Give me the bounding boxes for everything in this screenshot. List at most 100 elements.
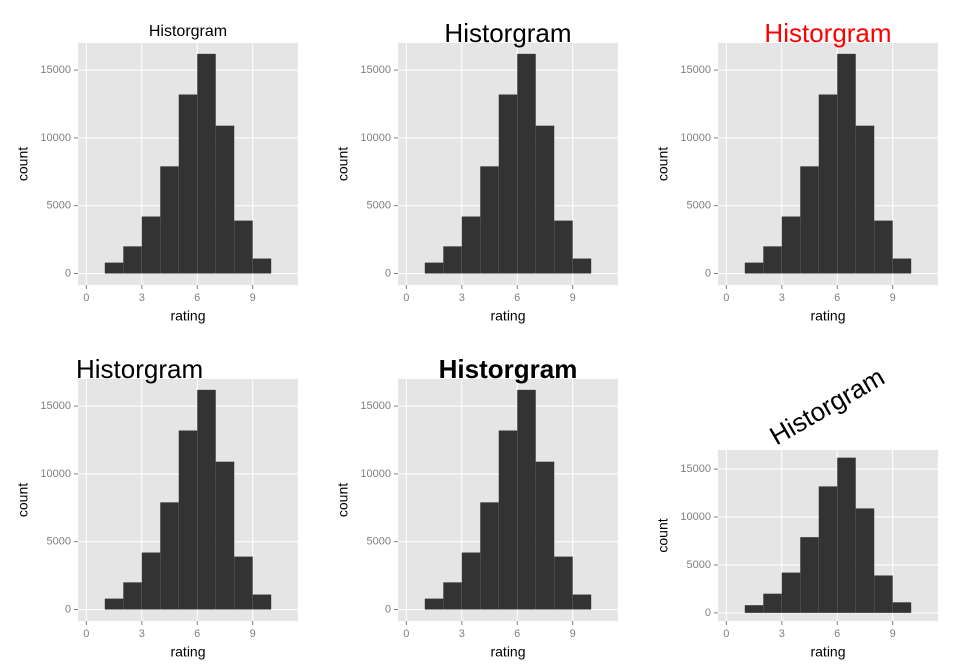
x-tick-label: 3 [779, 628, 785, 640]
y-axis-label: count [335, 147, 351, 181]
bar [104, 598, 124, 610]
y-axis-label: count [15, 483, 31, 517]
panel: 0 3 6 9 0 5000 10000 15000 rating count Historgram [335, 354, 618, 660]
bar [197, 389, 216, 610]
y-tick-label: 10000 [40, 132, 71, 144]
bar [252, 258, 272, 274]
panel: 0 3 6 9 0 5000 10000 15000 rating count Historgram [335, 18, 618, 324]
x-tick-label: 0 [403, 628, 409, 640]
y-tick-label: 5000 [367, 536, 391, 548]
bar [498, 430, 518, 610]
y-tick-label: 10000 [360, 132, 391, 144]
bar [572, 594, 592, 610]
bar [837, 53, 856, 274]
bar [818, 486, 838, 613]
x-tick-label: 3 [459, 292, 465, 304]
x-tick-label: 3 [779, 292, 785, 304]
bar [535, 461, 555, 610]
bar [781, 572, 801, 613]
x-tick-label: 9 [890, 292, 896, 304]
bar [461, 552, 481, 610]
y-tick-label: 10000 [680, 132, 711, 144]
bar [123, 246, 142, 274]
x-tick-label: 0 [723, 292, 729, 304]
bar [892, 602, 912, 613]
bar [443, 246, 462, 274]
x-tick-label: 0 [723, 628, 729, 640]
bar [781, 216, 801, 274]
bar [234, 556, 253, 610]
panel: 0 3 6 9 0 5000 10000 15000 rating count Historgram [15, 354, 298, 660]
bar [480, 502, 499, 610]
y-tick-label: 15000 [40, 64, 71, 76]
bar [874, 575, 893, 613]
chart-title: Historgram [76, 354, 203, 384]
x-tick-label: 6 [834, 292, 840, 304]
x-tick-label: 0 [403, 292, 409, 304]
y-tick-label: 0 [65, 603, 71, 615]
bar [874, 220, 893, 274]
x-axis-label: rating [490, 308, 525, 324]
bar [763, 246, 782, 274]
bar [141, 216, 161, 274]
x-tick-label: 6 [194, 292, 200, 304]
bar [892, 258, 912, 274]
y-axis-label: count [655, 518, 671, 552]
y-tick-label: 0 [705, 607, 711, 619]
bar [744, 262, 764, 274]
x-tick-label: 9 [570, 292, 576, 304]
x-axis-label: rating [810, 308, 845, 324]
x-tick-label: 9 [250, 628, 256, 640]
bar [554, 556, 573, 610]
chart-title: Historgram [764, 361, 889, 451]
panel: 0 3 6 9 0 5000 10000 15000 rating count Historgram [15, 23, 298, 324]
x-tick-label: 9 [570, 628, 576, 640]
bar [480, 166, 499, 274]
y-tick-label: 15000 [680, 463, 711, 475]
y-tick-label: 0 [385, 267, 391, 279]
bar [461, 216, 481, 274]
y-tick-label: 5000 [687, 559, 711, 571]
y-tick-label: 10000 [680, 511, 711, 523]
bar [535, 125, 555, 274]
chart-title: Historgram [439, 354, 578, 384]
x-tick-label: 6 [514, 292, 520, 304]
bar [424, 598, 444, 610]
y-tick-label: 5000 [367, 200, 391, 212]
y-tick-label: 10000 [360, 468, 391, 480]
bar [800, 166, 819, 274]
x-tick-label: 6 [514, 628, 520, 640]
y-axis-label: count [655, 147, 671, 181]
bar [123, 582, 142, 610]
bar [517, 53, 536, 274]
x-tick-label: 9 [890, 628, 896, 640]
bar [197, 53, 216, 274]
y-axis-label: count [335, 483, 351, 517]
chart-title: Historgram [149, 23, 227, 40]
bar [252, 594, 272, 610]
x-tick-label: 6 [194, 628, 200, 640]
x-axis-label: rating [810, 644, 845, 660]
bar [443, 582, 462, 610]
y-tick-label: 0 [65, 267, 71, 279]
bar [554, 220, 573, 274]
y-tick-label: 0 [385, 603, 391, 615]
chart-title: Historgram [764, 18, 891, 48]
bar [178, 94, 198, 274]
x-tick-label: 0 [83, 292, 89, 304]
y-tick-label: 15000 [360, 400, 391, 412]
bar [178, 430, 198, 610]
bar [141, 552, 161, 610]
x-tick-label: 3 [459, 628, 465, 640]
y-tick-label: 15000 [360, 64, 391, 76]
bar [818, 94, 838, 274]
bar [104, 262, 124, 274]
y-tick-label: 10000 [40, 468, 71, 480]
bar [517, 389, 536, 610]
bar [424, 262, 444, 274]
x-tick-label: 3 [139, 628, 145, 640]
x-axis-label: rating [170, 644, 205, 660]
panel: 0 3 6 9 0 5000 10000 15000 rating count Historgram [655, 18, 938, 324]
y-tick-label: 15000 [40, 400, 71, 412]
